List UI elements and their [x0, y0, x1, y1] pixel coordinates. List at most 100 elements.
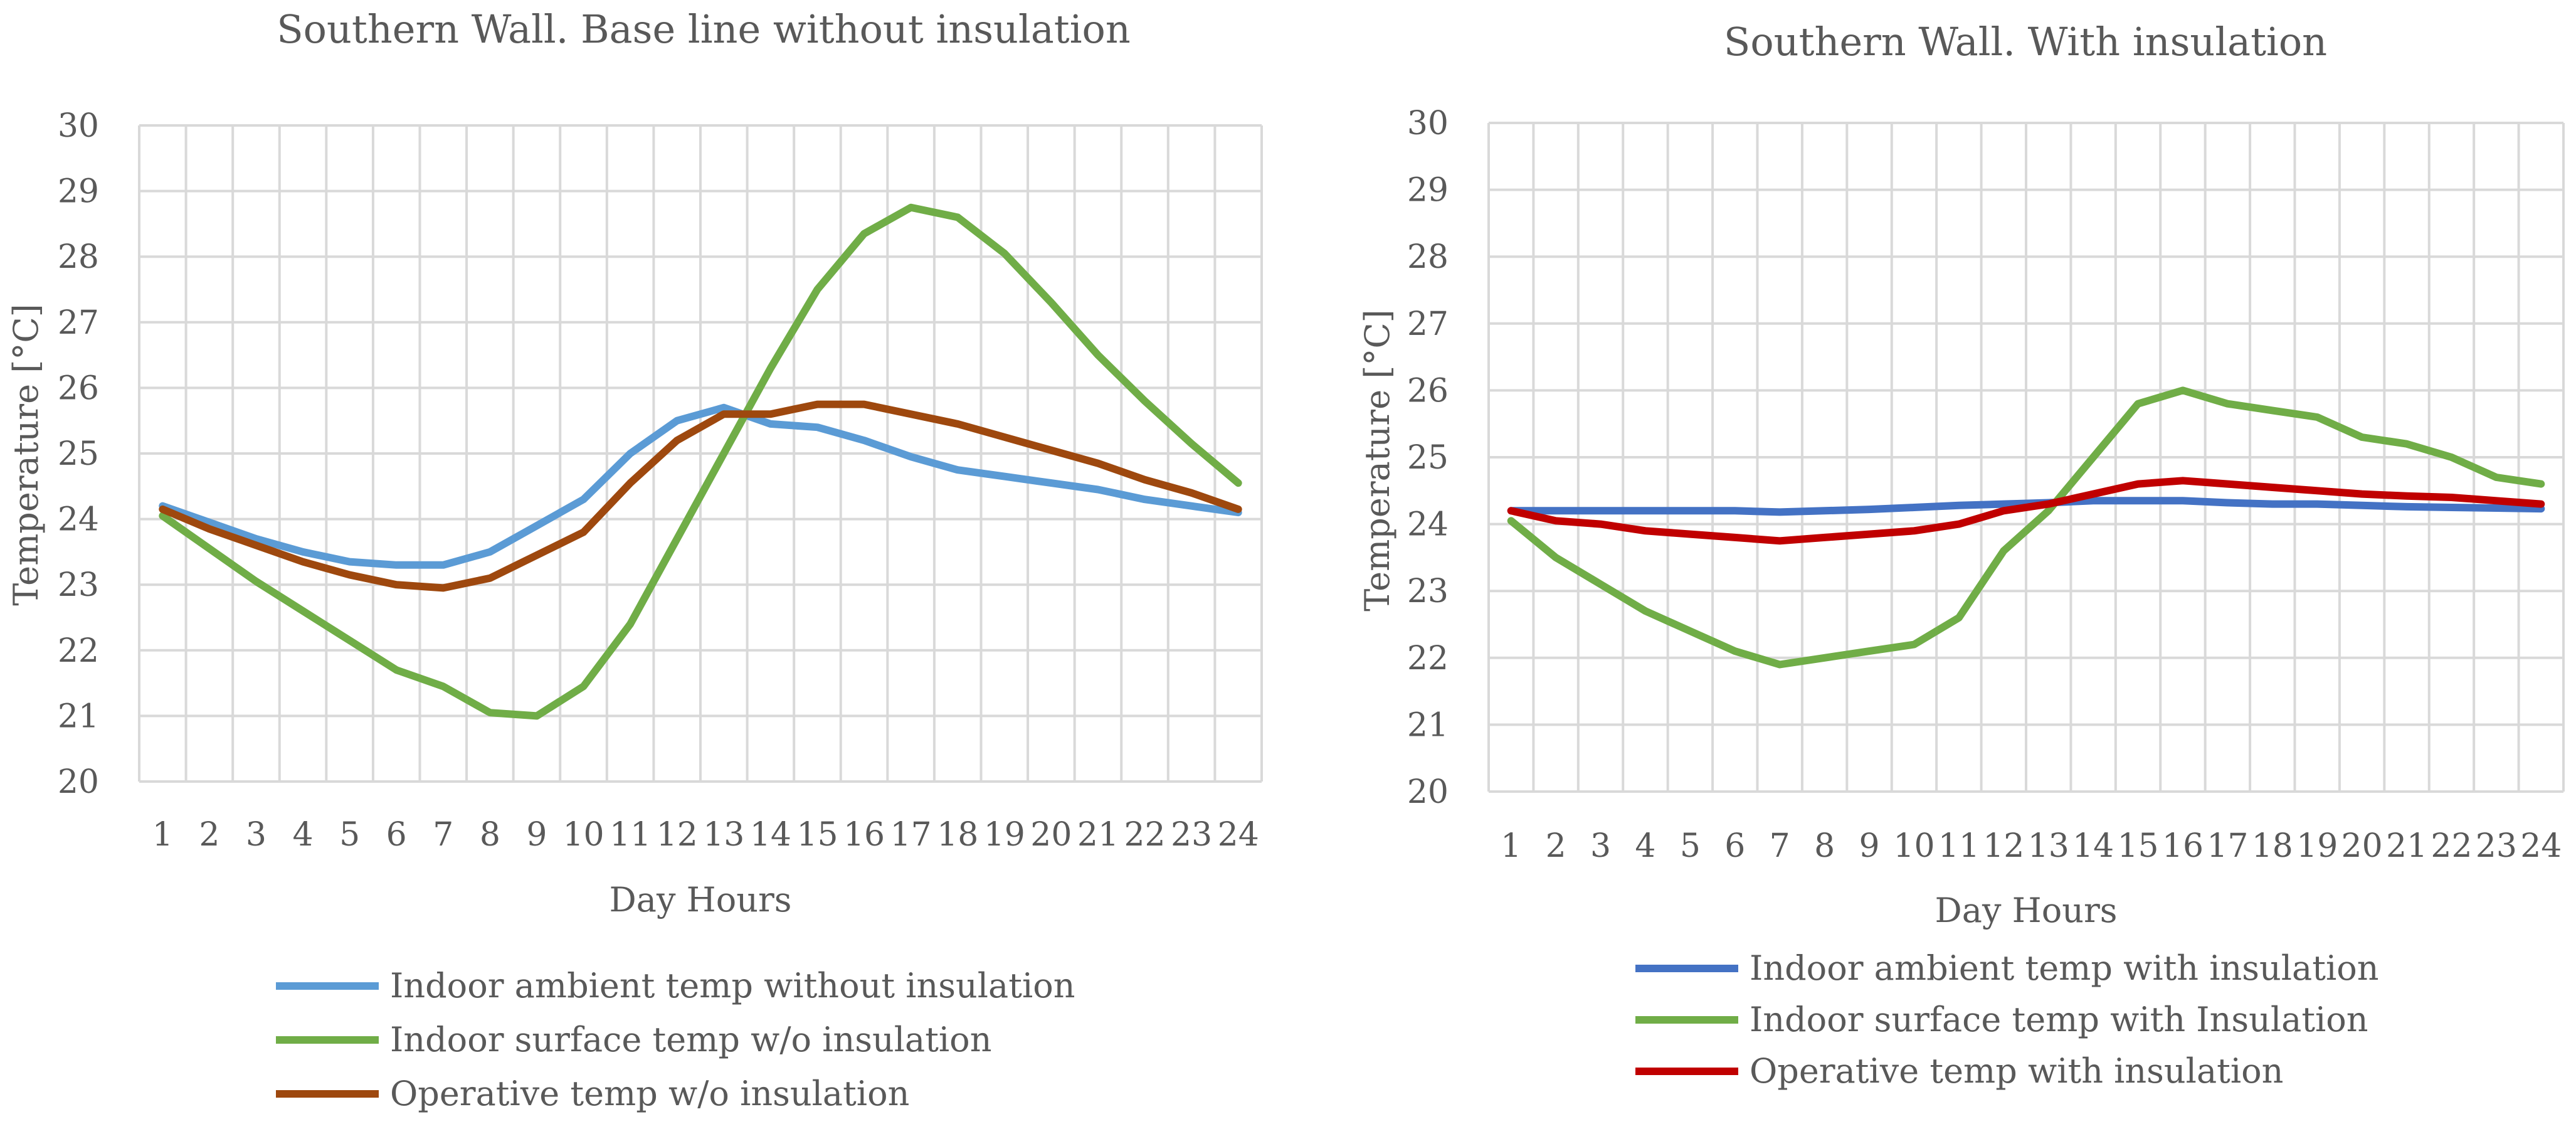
x-axis-label: Day Hours	[609, 880, 791, 920]
x-tick-label: 18	[937, 816, 978, 854]
y-tick-label: 21	[58, 697, 99, 735]
x-tick-label: 17	[890, 816, 932, 854]
x-tick-label: 8	[480, 816, 500, 854]
legend-item: Operative temp w/o insulation	[276, 1074, 909, 1113]
series-line	[159, 400, 1242, 592]
y-tick-label: 28	[58, 238, 99, 276]
y-tick-label: 24	[58, 501, 99, 539]
legend: Indoor ambient temp without insulation I…	[276, 966, 1075, 1113]
y-tick-label: 25	[1407, 439, 1449, 477]
series-line	[1507, 386, 2545, 669]
legend-label: Indoor ambient temp with insulation	[1750, 948, 2379, 988]
x-tick-label: 1	[1501, 827, 1521, 865]
x-tick-label: 17	[2207, 827, 2248, 865]
x-tick-label: 15	[796, 816, 838, 854]
x-tick-label: 13	[2028, 827, 2069, 865]
series-line	[1507, 497, 2545, 516]
legend-item: Operative temp with insulation	[1635, 1051, 2283, 1091]
y-tick-label: 29	[58, 173, 99, 211]
legend-label: Indoor surface temp with Insulation	[1750, 1000, 2368, 1039]
y-tick-labels: 20 21 22 23 24 25 26 27 28 29 30	[58, 107, 99, 801]
series-line	[159, 403, 1242, 569]
x-tick-labels: 1 2 3 4 5 6 7 8 9 10 11 12 13 14 15 16 17 18 19 20 21 22 23 24	[152, 816, 1259, 854]
x-tick-label: 15	[2117, 827, 2158, 865]
chart-title: Southern Wall. With insulation	[1724, 19, 2327, 65]
x-tick-label: 19	[2296, 827, 2338, 865]
x-tick-label: 12	[1983, 827, 2024, 865]
x-tick-label: 5	[1680, 827, 1701, 865]
x-tick-label: 22	[2431, 827, 2472, 865]
y-tick-label: 22	[58, 632, 99, 670]
x-tick-label: 9	[526, 816, 547, 854]
x-tick-label: 21	[1077, 816, 1119, 854]
x-axis-label: Day Hours	[1935, 891, 2117, 930]
y-tick-labels: 20 21 22 23 24 25 26 27 28 29 30	[1407, 105, 1449, 811]
y-tick-label: 26	[58, 369, 99, 407]
x-tick-label: 16	[843, 816, 885, 854]
legend-label: Operative temp w/o insulation	[390, 1074, 909, 1113]
y-tick-label: 27	[58, 304, 99, 342]
y-tick-label: 21	[1407, 706, 1449, 744]
y-tick-label: 23	[1407, 573, 1449, 610]
y-tick-label: 28	[1407, 238, 1449, 276]
grid	[1487, 122, 2565, 793]
y-tick-label: 23	[58, 566, 99, 604]
x-tick-labels: 1 2 3 4 5 6 7 8 9 10 11 12 13 14 15 16 17 18 19 20 21 22 23 24	[1501, 827, 2562, 865]
chart-title: Southern Wall. Base line without insulat…	[277, 6, 1131, 52]
series-lines	[1507, 386, 2545, 669]
x-tick-label: 8	[1814, 827, 1835, 865]
x-tick-label: 6	[386, 816, 407, 854]
x-tick-label: 24	[2520, 827, 2562, 865]
x-tick-label: 1	[152, 816, 173, 854]
legend-label: Operative temp with insulation	[1750, 1051, 2283, 1091]
x-tick-label: 21	[2386, 827, 2427, 865]
x-tick-label: 23	[1171, 816, 1212, 854]
x-tick-label: 6	[1724, 827, 1745, 865]
y-tick-label: 29	[1407, 172, 1449, 209]
x-tick-label: 4	[292, 816, 313, 854]
x-tick-label: 20	[1030, 816, 1072, 854]
y-tick-label: 30	[1407, 105, 1449, 142]
series-line	[1507, 477, 2545, 545]
x-tick-label: 13	[703, 816, 744, 854]
legend: Indoor ambient temp with insulation Indo…	[1635, 948, 2379, 1091]
x-tick-label: 2	[1546, 827, 1566, 865]
x-tick-label: 4	[1635, 827, 1655, 865]
x-tick-label: 2	[199, 816, 219, 854]
y-tick-label: 30	[58, 107, 99, 145]
x-tick-label: 19	[984, 816, 1025, 854]
y-tick-label: 24	[1407, 506, 1449, 544]
y-tick-label: 20	[1407, 773, 1449, 811]
x-tick-label: 11	[610, 816, 651, 854]
legend-item: Indoor ambient temp without insulation	[276, 966, 1075, 1005]
legend-item: Indoor surface temp with Insulation	[1635, 1000, 2368, 1039]
x-tick-label: 9	[1859, 827, 1879, 865]
x-tick-label: 7	[1770, 827, 1790, 865]
series-line	[159, 203, 1242, 720]
x-tick-label: 7	[433, 816, 453, 854]
grid	[138, 124, 1263, 783]
x-tick-label: 20	[2341, 827, 2383, 865]
x-tick-label: 5	[339, 816, 360, 854]
x-tick-label: 10	[562, 816, 604, 854]
x-tick-label: 3	[246, 816, 267, 854]
x-tick-label: 18	[2252, 827, 2293, 865]
series-lines	[159, 203, 1242, 720]
chart-insulated: Southern Wall. With insulation 202122232…	[1358, 19, 2565, 1091]
legend-item: Indoor surface temp w/o insulation	[276, 1020, 991, 1059]
x-tick-label: 14	[750, 816, 791, 854]
x-tick-label: 23	[2476, 827, 2517, 865]
y-tick-label: 25	[58, 435, 99, 473]
legend-label: Indoor surface temp w/o insulation	[390, 1020, 991, 1059]
x-tick-label: 22	[1124, 816, 1165, 854]
y-tick-label: 27	[1407, 305, 1449, 343]
x-tick-label: 10	[1893, 827, 1935, 865]
legend-label: Indoor ambient temp without insulation	[390, 966, 1075, 1005]
x-tick-label: 11	[1938, 827, 1980, 865]
y-axis-label: Temperature [°C]	[1358, 309, 1397, 611]
x-tick-label: 14	[2072, 827, 2114, 865]
x-tick-label: 16	[2162, 827, 2204, 865]
x-tick-label: 24	[1218, 816, 1259, 854]
y-axis-label: Temperature [°C]	[6, 304, 46, 605]
